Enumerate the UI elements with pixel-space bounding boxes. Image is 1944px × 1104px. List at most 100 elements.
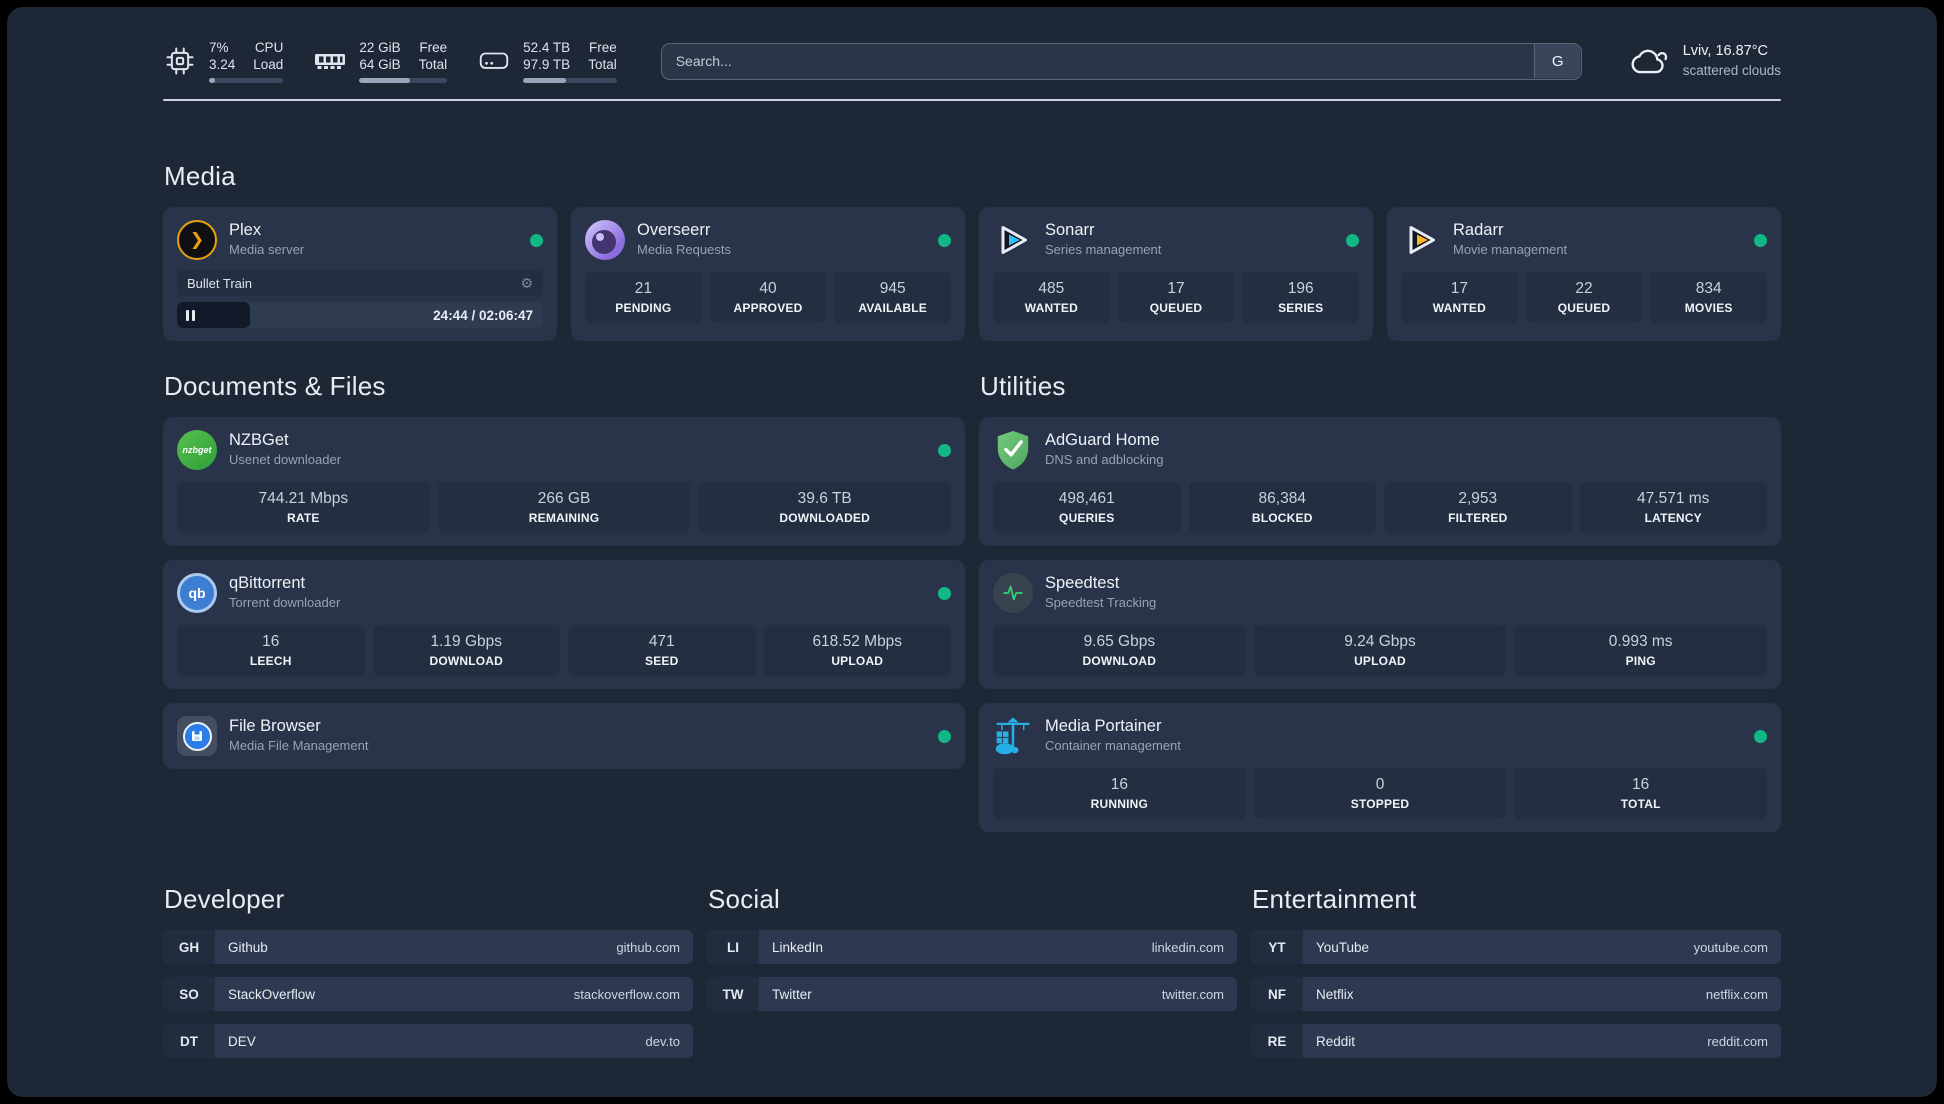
app-description: Torrent downloader xyxy=(229,595,341,610)
memory-progress-fill xyxy=(359,78,411,83)
status-dot-online xyxy=(1346,233,1359,247)
bookmark-abbr: LI xyxy=(707,930,759,964)
stat-label: PENDING xyxy=(615,301,672,315)
stat-box: 17 WANTED xyxy=(1401,272,1518,323)
card-radarr[interactable]: Radarr Movie management 17 WANTED 22 QUE… xyxy=(1387,207,1781,341)
search-input[interactable] xyxy=(660,42,1582,80)
app-name: AdGuard Home xyxy=(1045,431,1160,449)
bookmark-twitter[interactable]: TW Twitter twitter.com xyxy=(707,977,1237,1011)
bookmark-reddit[interactable]: RE Reddit reddit.com xyxy=(1251,1024,1781,1058)
playback-progress-bar[interactable]: 24:44 / 02:06:47 xyxy=(177,302,543,328)
stat-label: SEED xyxy=(645,654,679,668)
stat-label: APPROVED xyxy=(733,301,803,315)
stat-label: RUNNING xyxy=(1090,797,1149,811)
status-dot-online xyxy=(530,233,543,247)
stat-box: 1.19 Gbps DOWNLOAD xyxy=(372,625,560,676)
stat-value: 39.6 TB xyxy=(797,490,852,507)
section-title-utilities: Utilities xyxy=(980,371,1066,401)
resource-widgets: 7% 3.24 CPU Load xyxy=(163,39,617,83)
section-title-developer: Developer xyxy=(164,884,285,914)
card-plex[interactable]: ❯ Plex Media server Bullet Train ⚙ xyxy=(163,207,557,341)
bookmark-netflix[interactable]: NF Netflix netflix.com xyxy=(1251,977,1781,1011)
app-description: Movie management xyxy=(1453,242,1568,257)
stat-box: 744.21 Mbps RATE xyxy=(177,482,430,533)
stat-value: 9.65 Gbps xyxy=(1083,633,1156,650)
stat-value: 40 xyxy=(759,280,777,297)
stat-box: 471 SEED xyxy=(568,625,756,676)
memory-widget: 22 GiB 64 GiB Free Total xyxy=(313,39,448,83)
bookmark-domain: dev.to xyxy=(645,1033,680,1049)
app-name: qBittorrent xyxy=(229,574,306,592)
stat-value: 86,384 xyxy=(1258,490,1306,507)
bookmark-domain: reddit.com xyxy=(1707,1033,1768,1049)
stat-value: 17 xyxy=(1450,280,1468,297)
stat-box: 39.6 TB DOWNLOADED xyxy=(698,482,952,533)
plex-icon: ❯ xyxy=(177,220,217,260)
stat-label: QUERIES xyxy=(1059,511,1115,525)
bookmark-linkedin[interactable]: LI LinkedIn linkedin.com xyxy=(707,930,1237,964)
stat-value: 744.21 Mbps xyxy=(258,490,349,507)
stat-label: PING xyxy=(1625,654,1656,668)
stat-label: DOWNLOAD xyxy=(1082,654,1157,668)
card-filebrowser[interactable]: File Browser Media File Management xyxy=(163,703,965,769)
disk-progress-fill xyxy=(523,78,567,83)
stat-label: LEECH xyxy=(249,654,292,668)
stat-value: 1.19 Gbps xyxy=(430,633,503,650)
app-description: Series management xyxy=(1045,242,1162,257)
status-dot-online xyxy=(938,586,951,600)
bookmark-stackoverflow[interactable]: SO StackOverflow stackoverflow.com xyxy=(163,977,693,1011)
card-sonarr[interactable]: Sonarr Series management 485 WANTED 17 Q… xyxy=(979,207,1373,341)
app-description: Container management xyxy=(1045,738,1181,753)
stat-box: 9.24 Gbps UPLOAD xyxy=(1253,625,1507,676)
stat-value: 16 xyxy=(1632,776,1650,793)
memory-total-value: 64 GiB xyxy=(359,57,401,72)
header-divider xyxy=(163,99,1781,101)
bookmark-abbr: RE xyxy=(1251,1024,1303,1058)
cpu-label: CPU xyxy=(254,40,284,55)
weather-widget: Lviv, 16.87°C scattered clouds xyxy=(1628,42,1781,80)
stat-label: SERIES xyxy=(1278,301,1324,315)
stat-label: QUEUED xyxy=(1149,301,1203,315)
stat-box: 22 QUEUED xyxy=(1525,272,1643,323)
playback-time: 24:44 / 02:06:47 xyxy=(433,307,533,323)
pause-icon[interactable] xyxy=(186,309,195,321)
cpu-progress-track xyxy=(209,78,284,83)
gear-icon[interactable]: ⚙ xyxy=(520,275,533,291)
card-qbittorrent[interactable]: qb qBittorrent Torrent downloader 16 LEE… xyxy=(163,560,965,689)
card-overseerr[interactable]: Overseerr Media Requests 21 PENDING 40 A… xyxy=(571,207,965,341)
stat-label: TOTAL xyxy=(1620,797,1661,811)
app-name: File Browser xyxy=(229,717,321,735)
stat-value: 498,461 xyxy=(1058,490,1115,507)
card-speedtest[interactable]: Speedtest Speedtest Tracking 9.65 Gbps D… xyxy=(979,560,1781,689)
stat-box: 47.571 ms LATENCY xyxy=(1579,482,1767,533)
stat-value: 471 xyxy=(648,633,675,650)
stat-box: 196 SERIES xyxy=(1242,272,1360,323)
bookmark-abbr: NF xyxy=(1251,977,1303,1011)
stat-value: 17 xyxy=(1167,280,1185,297)
bookmark-dev[interactable]: DT DEV dev.to xyxy=(163,1024,693,1058)
bookmark-domain: twitter.com xyxy=(1161,986,1224,1002)
app-description: Media File Management xyxy=(229,738,369,753)
stat-value: 945 xyxy=(879,280,906,297)
card-adguard[interactable]: AdGuard Home DNS and adblocking 498,461 … xyxy=(979,417,1781,546)
card-portainer[interactable]: Media Portainer Container management 16 … xyxy=(979,703,1781,832)
bookmark-github[interactable]: GH Github github.com xyxy=(163,930,693,964)
bookmark-domain: stackoverflow.com xyxy=(573,986,680,1002)
bookmark-youtube[interactable]: YT YouTube youtube.com xyxy=(1251,930,1781,964)
app-name: Sonarr xyxy=(1045,221,1095,239)
stat-label: REMAINING xyxy=(528,511,600,525)
memory-icon xyxy=(313,49,347,73)
card-nzbget[interactable]: nzbget NZBGet Usenet downloader 744.21 M… xyxy=(163,417,965,546)
stat-box: 834 MOVIES xyxy=(1650,272,1768,323)
app-name: NZBGet xyxy=(229,431,289,449)
stat-box: 618.52 Mbps UPLOAD xyxy=(763,625,951,676)
bookmark-domain: netflix.com xyxy=(1705,986,1768,1002)
stat-value: 485 xyxy=(1038,280,1065,297)
bookmark-name: YouTube xyxy=(1316,939,1370,955)
bookmark-domain: linkedin.com xyxy=(1151,939,1224,955)
app-name: Speedtest xyxy=(1045,574,1120,592)
stat-box: 40 APPROVED xyxy=(709,272,827,323)
search-provider-button[interactable]: G xyxy=(1534,44,1581,78)
memory-free-value: 22 GiB xyxy=(359,40,401,55)
stat-box: 16 LEECH xyxy=(177,625,365,676)
